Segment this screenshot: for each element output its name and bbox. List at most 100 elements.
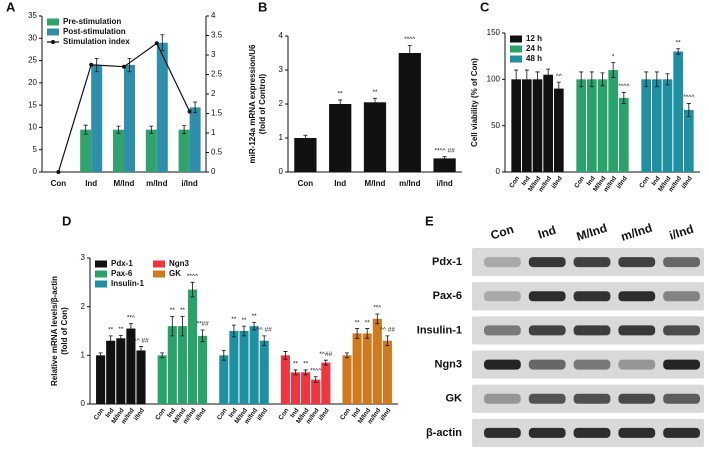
error-bar [365, 328, 370, 339]
error-bar [676, 48, 681, 55]
bar [136, 350, 146, 404]
x-tick-label: i/Ind [256, 407, 269, 422]
bar [239, 331, 249, 404]
lane-label: i/Ind [667, 222, 695, 243]
error-bar [546, 68, 551, 81]
y-tick-label: 35 [28, 11, 37, 20]
significance-label: **^^ [310, 367, 322, 374]
blot-band [663, 257, 700, 268]
error-bar [589, 71, 594, 88]
y-tick-label: 0 [33, 167, 38, 176]
blot-band [528, 325, 566, 336]
legend-label: 12 h [526, 34, 542, 43]
error-bar [170, 316, 175, 337]
legend-swatch [95, 270, 107, 278]
x-tick-label: m/Ind [399, 179, 420, 188]
bar [382, 340, 392, 404]
x-tick-label: i/Ind [615, 175, 628, 190]
error-bar [118, 334, 123, 342]
lane-label: m/Ind [619, 221, 654, 244]
y-tick-label: 50 [491, 121, 500, 130]
x-tick-label: Ind [228, 407, 239, 419]
error-bar [600, 72, 605, 87]
bar [156, 42, 168, 172]
y-tick-label: 30 [28, 33, 37, 42]
legend-swatch [95, 260, 107, 268]
bar [167, 326, 177, 404]
error-bar [514, 69, 519, 89]
x-tick-label: Ind [289, 407, 300, 419]
legend-label: Pax-6 [111, 269, 133, 278]
bar [113, 129, 124, 172]
row-label: Pdx-1 [432, 256, 462, 268]
point [89, 62, 94, 67]
bar [145, 129, 157, 172]
bar [683, 109, 694, 172]
x-tick-label: Con [216, 407, 229, 421]
blot-band [484, 325, 521, 336]
bar [543, 74, 553, 172]
y-tick-label: 4 [279, 31, 284, 40]
row-label: Ngn3 [435, 358, 463, 370]
blot-band [618, 427, 656, 438]
x-tick-label: Con [339, 407, 352, 421]
legend-swatch [153, 260, 165, 268]
x-tick-label: Con [93, 407, 106, 421]
error-bar [182, 125, 187, 135]
row-label: β-actin [426, 427, 462, 439]
y-axis-label: miR-124a mRNA expression/U6 [248, 44, 257, 163]
legend-swatch [47, 28, 59, 36]
significance-label: ** [170, 307, 176, 314]
x-tick-label: i/Ind [436, 179, 453, 188]
bar [576, 79, 587, 172]
bar [532, 79, 543, 172]
bar [80, 129, 92, 172]
row-label: Insulin-1 [417, 324, 462, 336]
bar [587, 79, 597, 172]
bar [96, 355, 106, 404]
y-tick-label: 20 [28, 78, 37, 87]
significance-label: ** [355, 319, 361, 326]
lane-label: Ind [536, 223, 557, 242]
y-axis-label: (fold of Con) [60, 307, 69, 355]
bar [301, 372, 311, 404]
error-bar [83, 124, 88, 135]
y-tick-label: 1 [81, 350, 86, 359]
error-bar [128, 323, 133, 334]
error-bar [355, 328, 360, 339]
y-tick-label: 2 [81, 302, 86, 311]
blot-band [663, 325, 700, 336]
error-bar [373, 97, 377, 107]
x-tick-label: Ind [334, 179, 346, 188]
significance-label: ** [676, 39, 682, 46]
blot-band [528, 291, 566, 302]
blot-band [573, 257, 611, 268]
x-tick-label: Ind [651, 175, 662, 187]
significance-label: ^^ ## [380, 327, 396, 334]
error-bar [621, 91, 626, 104]
y2-tick-label: 0.5 [211, 148, 223, 157]
legend-label: Pdx-1 [111, 259, 133, 268]
legend-label: Insulin-1 [111, 279, 144, 288]
significance-label: ** [365, 319, 371, 326]
panel-label: D [62, 213, 71, 228]
bar [652, 79, 662, 172]
bar [157, 355, 167, 404]
panel-label: C [480, 0, 490, 14]
bar [290, 372, 301, 404]
error-bar [338, 99, 343, 109]
panel-label: A [6, 0, 16, 14]
legend-label: Ngn3 [169, 259, 190, 268]
error-bar [344, 352, 349, 359]
legend-swatch [510, 55, 522, 63]
blot-band [618, 291, 656, 302]
point [154, 41, 159, 46]
legend-label: Post-stimulation [63, 27, 126, 36]
bar [178, 129, 190, 172]
y-axis-label: Relative mRNA levels/β-actin [50, 276, 59, 386]
bar [124, 65, 135, 172]
x-tick-label: i/Ind [317, 407, 330, 422]
significance-label: ^^ [556, 73, 563, 80]
significance-label: * [612, 53, 615, 60]
blot-band [484, 291, 521, 302]
